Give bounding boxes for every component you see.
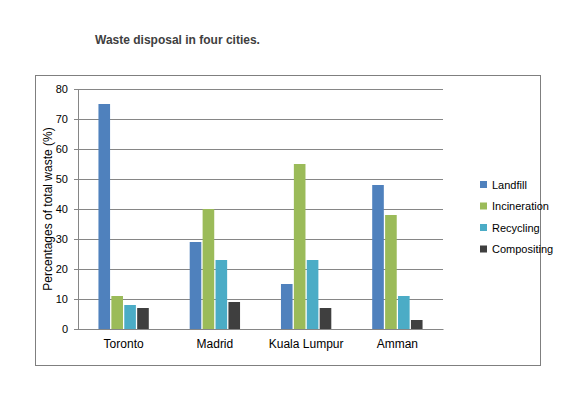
bar [281, 284, 293, 329]
bar [372, 185, 384, 329]
legend-label: Compositing [492, 243, 553, 255]
grid-line [78, 179, 443, 180]
y-axis-title: Percentages of total waste (%) [41, 127, 55, 290]
bar [228, 302, 240, 329]
y-tick-mark [74, 179, 78, 180]
legend-item: Incineration [480, 200, 549, 212]
legend-label: Incineration [492, 200, 549, 212]
x-tick-label: Amman [377, 337, 418, 351]
y-axis-line [74, 90, 79, 330]
y-tick-label: 40 [56, 203, 68, 215]
grid-line [78, 329, 443, 330]
y-tick-mark [74, 149, 78, 150]
bars [98, 104, 422, 329]
bar-series [137, 302, 422, 329]
y-tick-label: 60 [56, 143, 68, 155]
y-tick: 50 [56, 173, 78, 185]
y-axis: 0 10 20 30 40 50 60 70 80 [56, 83, 79, 335]
bar [98, 104, 110, 329]
title: Waste disposal in four cities. [95, 33, 260, 47]
y-tick: 10 [56, 293, 78, 305]
y-tick: 0 [62, 323, 78, 335]
chart-frame [36, 76, 541, 366]
bar [294, 164, 306, 329]
bar [124, 305, 136, 329]
bar [307, 260, 319, 329]
y-tick-mark [74, 209, 78, 210]
legend-label: Recycling [492, 222, 540, 234]
legend-item: Compositing [480, 243, 553, 255]
chart: Waste disposal in four cities. 0 10 20 30 40 5… [0, 0, 568, 396]
grid-line [78, 149, 443, 150]
x-tick: Madrid [197, 329, 234, 351]
legend-swatch [480, 246, 487, 253]
legend-swatch [480, 224, 487, 231]
legend-swatch [480, 203, 487, 210]
y-tick: 70 [56, 113, 78, 125]
x-tick-label: Toronto [104, 337, 144, 351]
x-tick-label: Madrid [197, 337, 234, 351]
legend-swatch [480, 181, 487, 188]
x-axis: Toronto Madrid Kuala Lumpur Amman [79, 329, 444, 351]
bar-series [124, 260, 409, 329]
y-tick-mark [74, 89, 78, 90]
y-tick: 80 [56, 83, 78, 95]
legend-label: Landfill [492, 179, 527, 191]
y-tick-mark [74, 239, 78, 240]
x-tick: Amman [377, 329, 418, 351]
bar [137, 308, 149, 329]
x-tick-label: Kuala Lumpur [269, 337, 344, 351]
y-tick: 40 [56, 203, 78, 215]
y-tick-mark [74, 299, 78, 300]
y-tick-label: 10 [56, 293, 68, 305]
bar [203, 209, 215, 329]
bar [398, 296, 410, 329]
y-tick-label: 20 [56, 263, 68, 275]
bar-series [98, 104, 383, 329]
y-tick: 20 [56, 263, 78, 275]
bar [216, 260, 228, 329]
y-tick-label: 70 [56, 113, 68, 125]
bar-series [111, 164, 396, 329]
y-tick: 60 [56, 143, 78, 155]
bar [190, 242, 202, 329]
grid-line [78, 119, 443, 120]
y-tick-label: 0 [62, 323, 68, 335]
y-tick-mark [74, 269, 78, 270]
y-tick-label: 80 [56, 83, 68, 95]
y-tick: 30 [56, 233, 78, 245]
bar [320, 308, 332, 329]
y-tick-mark [74, 119, 78, 120]
grid [78, 90, 443, 330]
x-tick: Kuala Lumpur [269, 329, 344, 351]
bar [411, 320, 423, 329]
legend-item: Landfill [480, 179, 527, 191]
y-tick-label: 50 [56, 173, 68, 185]
bar [111, 296, 123, 329]
x-axis-line [79, 329, 444, 330]
y-tick-label: 30 [56, 233, 68, 245]
grid-line [78, 209, 443, 210]
legend: Landfill Incineration Recycling Compositing [480, 179, 553, 256]
grid-line [78, 89, 443, 90]
x-tick: Toronto [104, 329, 144, 351]
legend-item: Recycling [480, 222, 540, 234]
y-tick-mark [74, 329, 78, 330]
bar [385, 215, 397, 329]
